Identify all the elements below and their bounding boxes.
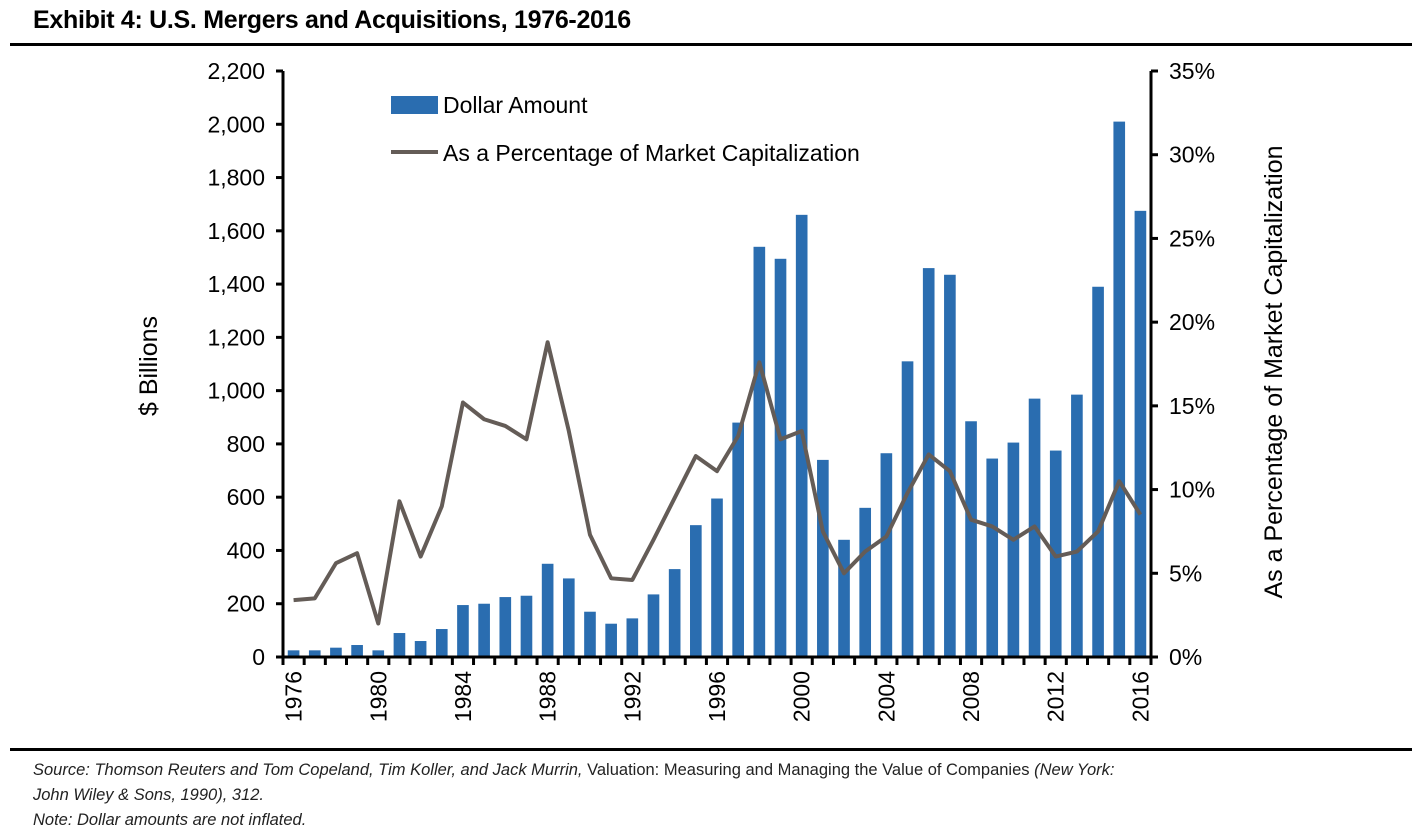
y-tick-label: 1,200 bbox=[207, 324, 265, 350]
bar-2004 bbox=[880, 453, 893, 657]
top-rule bbox=[10, 43, 1412, 46]
chart-title: Exhibit 4: U.S. Mergers and Acquisitions… bbox=[33, 6, 631, 34]
y-axis-title: $ Billions bbox=[135, 316, 163, 416]
bar-1982 bbox=[414, 641, 427, 657]
y-tick-label: 600 bbox=[227, 484, 265, 510]
bar-2013 bbox=[1071, 394, 1083, 657]
source-book: Valuation: Measuring and Managing the Va… bbox=[587, 761, 1030, 779]
x-tick-label: 2000 bbox=[789, 671, 815, 722]
x-tick-label: 1992 bbox=[619, 671, 645, 722]
bar-1988 bbox=[541, 563, 554, 657]
bar-2006 bbox=[922, 268, 935, 657]
y2-tick-label: 15% bbox=[1169, 393, 1215, 419]
y-tick-label: 2,200 bbox=[207, 58, 265, 84]
x-tick-label: 2008 bbox=[958, 671, 984, 722]
bar-2001 bbox=[817, 459, 829, 657]
bar-2016 bbox=[1134, 210, 1147, 657]
source-prefix: Source: Thomson Reuters and Tom Copeland… bbox=[33, 761, 588, 779]
y-tick-label: 1,000 bbox=[207, 378, 265, 404]
bar-2009 bbox=[986, 458, 999, 657]
bar-1998 bbox=[753, 246, 766, 658]
bar-1994 bbox=[668, 569, 681, 657]
bar-1999 bbox=[774, 258, 787, 657]
bar-2005 bbox=[901, 361, 914, 657]
bar-2003 bbox=[859, 507, 872, 657]
y-tick-label: 1,400 bbox=[207, 271, 265, 297]
bar-1977 bbox=[308, 650, 321, 657]
source-suffix: (New York: bbox=[1029, 761, 1115, 779]
line-series bbox=[293, 340, 1143, 626]
bar-1976 bbox=[287, 650, 300, 657]
y2-tick-label: 10% bbox=[1169, 477, 1215, 503]
bar-1980 bbox=[372, 650, 385, 657]
legend-label-dollar-amount: Dollar Amount bbox=[443, 92, 588, 118]
bar-1983 bbox=[435, 629, 448, 657]
y-tick-label: 400 bbox=[227, 537, 265, 563]
x-tick-label: 2012 bbox=[1043, 671, 1069, 722]
y2-tick-label: 5% bbox=[1169, 560, 1202, 586]
bar-2007 bbox=[944, 274, 956, 657]
y-tick-label: 1,800 bbox=[207, 165, 265, 191]
note: Note: Dollar amounts are not inflated. bbox=[33, 811, 307, 829]
bar-1993 bbox=[647, 594, 660, 657]
bar-1996 bbox=[711, 498, 723, 657]
bar-2002 bbox=[838, 539, 850, 657]
bar-2010 bbox=[1007, 442, 1020, 657]
bar-1979 bbox=[351, 645, 363, 657]
bar-1997 bbox=[732, 422, 744, 657]
bar-1985 bbox=[478, 603, 490, 657]
x-tick-label: 1996 bbox=[704, 671, 730, 722]
x-tick-label: 1988 bbox=[535, 671, 561, 722]
bar-1995 bbox=[690, 525, 702, 657]
legend-swatch-dollar-amount bbox=[391, 96, 438, 114]
x-tick-label: 2016 bbox=[1127, 671, 1153, 722]
y2-tick-label: 20% bbox=[1169, 309, 1215, 335]
bar-1978 bbox=[330, 647, 342, 657]
bar-1990 bbox=[584, 611, 596, 657]
bar-2015 bbox=[1113, 121, 1126, 658]
y-tick-label: 800 bbox=[227, 431, 265, 457]
y2-tick-label: 35% bbox=[1169, 58, 1215, 84]
y-tick-label: 1,600 bbox=[207, 218, 265, 244]
y2-tick-label: 25% bbox=[1169, 225, 1215, 251]
bar-1991 bbox=[605, 623, 617, 657]
source-line2: John Wiley & Sons, 1990), 312. bbox=[33, 786, 264, 804]
bar-1986 bbox=[499, 597, 512, 657]
bar-1989 bbox=[562, 578, 575, 657]
legend: Dollar Amount As a Percentage of Market … bbox=[391, 92, 860, 166]
bar-series bbox=[287, 121, 1147, 658]
x-tick-label: 1984 bbox=[450, 671, 476, 722]
bar-2014 bbox=[1092, 286, 1104, 657]
y2-tick-label: 0% bbox=[1169, 644, 1202, 670]
bar-1987 bbox=[520, 595, 533, 657]
bar-1984 bbox=[457, 605, 469, 657]
y2-axis-title: As a Percentage of Market Capitalization bbox=[1260, 145, 1288, 598]
y-tick-label: 0 bbox=[252, 644, 265, 670]
x-tick-label: 2004 bbox=[873, 671, 899, 722]
bar-1992 bbox=[626, 618, 639, 657]
y2-tick-label: 30% bbox=[1169, 142, 1215, 168]
bottom-rule bbox=[10, 748, 1412, 751]
y-tick-label: 200 bbox=[227, 591, 265, 617]
bar-1981 bbox=[393, 633, 406, 657]
x-tick-label: 1976 bbox=[281, 671, 307, 722]
bar-2008 bbox=[965, 421, 977, 657]
axes: 0 200 400 600 800 1,000 1,200 1,400 1,600 1,800 2,… bbox=[207, 58, 1215, 722]
y-tick-label: 2,000 bbox=[207, 111, 265, 137]
source-note: Source: Thomson Reuters and Tom Copeland… bbox=[33, 758, 1393, 833]
legend-label-percentage: As a Percentage of Market Capitalization bbox=[443, 140, 860, 166]
x-tick-label: 1980 bbox=[365, 671, 391, 722]
